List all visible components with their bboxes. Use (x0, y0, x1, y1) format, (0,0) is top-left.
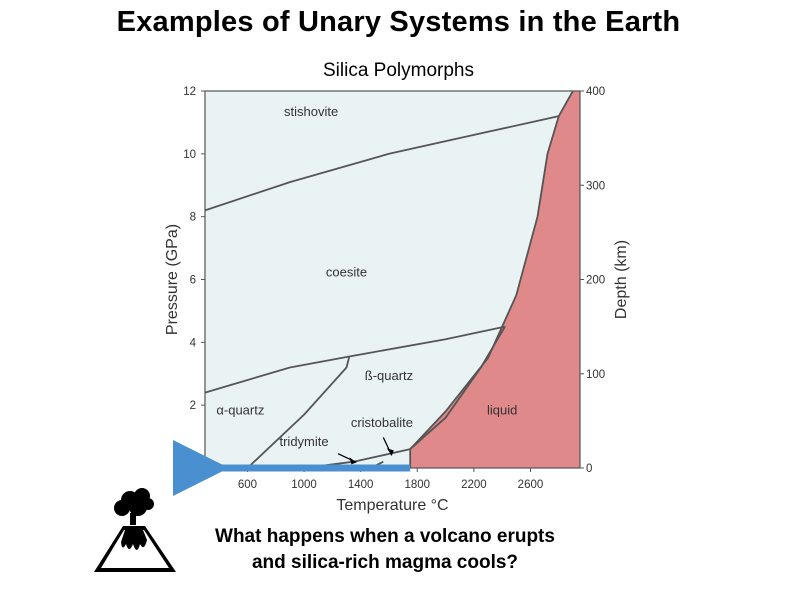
question-text: What happens when a volcano erupts and s… (170, 524, 600, 576)
cristobalite-pointer-head (386, 448, 394, 456)
boundary-melting-curve (409, 90, 574, 450)
tridymite-pointer-head (349, 457, 357, 465)
y-tick-label: 6 (190, 275, 196, 287)
question-line-1: What happens when a volcano erupts (215, 526, 555, 547)
y2-tick-label: 100 (586, 369, 605, 381)
x-tick-label: 600 (238, 479, 257, 491)
volcano-icon (92, 486, 178, 578)
x-tick-label: 1400 (348, 479, 374, 491)
slide-title: Examples of Unary Systems in the Earth (116, 6, 681, 38)
boundary-stishovite-coesite (204, 115, 559, 212)
question-line-2: and silica-rich magma cools? (251, 552, 519, 573)
region-label-quartz: α-quartz (216, 403, 264, 418)
x-tick-label: 1000 (291, 479, 317, 491)
region-label-coesite: coesite (326, 264, 367, 279)
boundary-alpha-beta-quartz (246, 356, 351, 469)
region-label-stishovite: stishovite (284, 104, 338, 119)
x-tick-label: 2200 (461, 479, 487, 491)
region-label-quartz: ß-quartz (365, 368, 413, 383)
region-label-liquid: liquid (487, 403, 517, 418)
y-tick-label: 10 (183, 149, 196, 161)
x-tick-label: 2600 (518, 479, 544, 491)
liquid-field (410, 91, 580, 468)
y-tick-label: 8 (190, 212, 196, 224)
x-tick-label: 1800 (404, 479, 430, 491)
y2-tick-label: 0 (586, 463, 592, 475)
y2-tick-label: 200 (586, 275, 605, 287)
y-tick-label: 12 (183, 86, 196, 98)
region-label-tridymite: tridymite (279, 434, 328, 449)
y-tick-label: 0 (190, 463, 196, 475)
y-tick-label: 2 (190, 400, 196, 412)
region-label-cristobalite: cristobalite (351, 415, 413, 430)
chart-title: Silica Polymorphs (323, 60, 474, 81)
y-axis-title: Pressure (GPa) (164, 224, 181, 335)
y2-axis-title: Depth (km) (613, 240, 630, 319)
y-tick-label: 4 (190, 337, 197, 349)
x-axis-title: Temperature °C (336, 497, 448, 514)
y2-tick-label: 300 (586, 180, 605, 192)
y2-tick-label: 400 (586, 86, 605, 98)
